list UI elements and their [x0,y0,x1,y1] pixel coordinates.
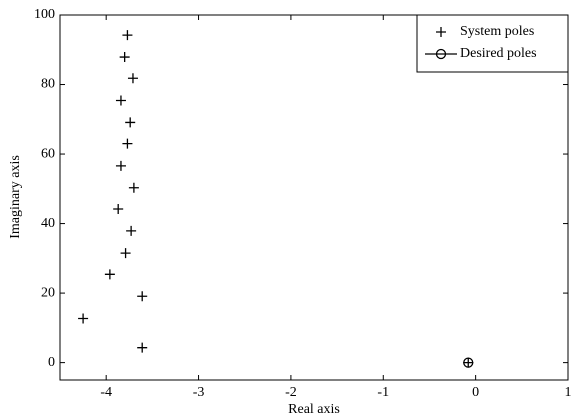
x-tick-label: -1 [377,385,389,400]
x-tick-label: -3 [193,385,205,400]
plus-marker [125,117,136,128]
plus-marker [436,27,446,37]
plus-marker [463,357,474,368]
y-tick-label: 0 [48,355,55,370]
legend-label: System poles [460,24,534,39]
y-tick-label: 40 [41,216,55,231]
plus-marker [137,291,148,302]
plus-marker [104,269,115,280]
x-tick-label: -4 [100,385,112,400]
plus-marker [122,138,133,149]
x-axis-label: Real axis [288,402,340,417]
plus-marker [128,182,139,193]
plus-marker [115,95,126,106]
plus-marker [122,30,133,41]
y-axis-label: Imaginary axis [8,155,23,239]
plus-marker [127,73,138,84]
legend-box [416,14,569,73]
x-tick-label: 1 [565,385,572,400]
x-tick-label: 0 [472,385,479,400]
y-tick-label: 60 [41,146,55,161]
y-tick-label: 80 [41,77,55,92]
y-tick-label: 100 [34,7,55,22]
plus-marker [113,203,124,214]
y-tick-label: 20 [41,285,55,300]
plus-marker [119,52,130,63]
circle-marker [435,48,447,60]
legend-label: Desired poles [460,46,537,61]
plus-marker [120,248,131,259]
plot-frame [59,14,569,381]
plus-marker [78,313,89,324]
plus-marker [115,160,126,171]
circle-marker [463,357,474,368]
plus-marker [137,342,148,353]
x-tick-label: -2 [285,385,297,400]
plus-marker [126,225,137,236]
